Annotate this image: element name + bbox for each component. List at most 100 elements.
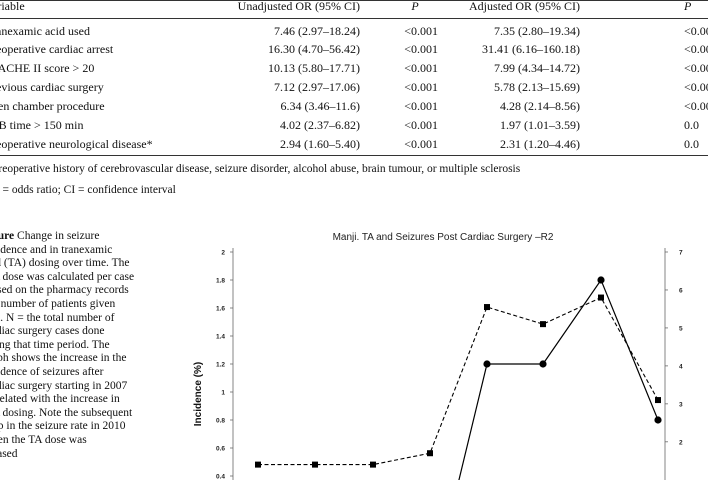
seizure-ta-chart: Manji. TA and Seizures Post Cardiac Surg…	[193, 232, 683, 480]
cell-adjusted-or: 7.99 (4.34–14.72)	[494, 61, 580, 75]
series-dashed-point	[540, 321, 546, 328]
cell-p-adjusted: <0.00	[684, 24, 708, 38]
y2-tick-label: 7	[679, 250, 683, 257]
y2-tick-label: 5	[679, 325, 683, 332]
caption-line: d number of patients given	[0, 297, 116, 310]
series-dashed-point	[255, 461, 261, 468]
cell-unadjusted-or: 2.94 (1.60–5.40)	[280, 137, 360, 151]
y-tick-label: 0.6	[216, 446, 225, 453]
series-dashed-point	[427, 450, 433, 457]
y-tick-label: 0.8	[216, 418, 225, 425]
cell-variable: reoperative cardiac arrest	[0, 42, 114, 56]
table-row: pen chamber procedure 6.34 (3.46–11.6) <0.…	[0, 97, 708, 115]
cell-p-adjusted: 0.0	[684, 118, 699, 132]
table-row: PB time > 150 min 4.02 (2.37–6.82) <0.001 1…	[0, 116, 708, 134]
y2-tick-label: 2	[679, 439, 683, 446]
y2-tick-label: 4	[679, 363, 683, 370]
cell-variable: reoperative neurological disease*	[0, 137, 153, 151]
cell-p-unadjusted: <0.001	[404, 42, 438, 56]
series-solid-point	[483, 360, 491, 368]
table-header-row: ariable Unadjusted OR (95% CI) P Adjuste…	[0, 0, 708, 15]
cell-p-adjusted: <0.00	[684, 61, 708, 75]
caption-line: A. N = the total number of	[0, 311, 115, 324]
table-header-rule	[0, 18, 708, 19]
y-tick-label: 2	[221, 250, 225, 257]
caption-line: A dose was calculated per case	[0, 270, 135, 283]
header-p-unadjusted: P	[411, 0, 419, 13]
table-footnote-2: R = odds ratio; CI = confidence interval	[0, 184, 176, 196]
table-top-rule	[0, 0, 708, 1]
cell-unadjusted-or: 7.12 (2.97–17.06)	[274, 80, 360, 94]
cell-p-unadjusted: <0.001	[404, 137, 438, 151]
caption-line: cidence and in tranexamic	[0, 243, 113, 256]
table-footnote-1: Preoperative history of cerebrovascular …	[0, 163, 521, 175]
header-adjusted-or: Adjusted OR (95% CI)	[469, 0, 580, 13]
cell-unadjusted-or: 4.02 (2.37–6.82)	[280, 118, 360, 132]
y2-tick-label: 6	[679, 287, 683, 294]
caption-line: id (TA) dosing over time. The	[0, 257, 130, 270]
caption-line: A dosing. Note the subsequent	[0, 406, 133, 419]
caption-line: gure Change in seizure	[0, 230, 100, 242]
cell-adjusted-or: 5.78 (2.13–15.69)	[494, 80, 580, 94]
table-row: reoperative cardiac arrest 16.30 (4.70–56…	[0, 40, 708, 58]
header-unadjusted-or: Unadjusted OR (95% CI)	[237, 0, 360, 13]
y2-tick-label: 3	[679, 401, 683, 408]
header-variable: ariable	[0, 0, 25, 13]
cell-unadjusted-or: 6.34 (3.46–11.6)	[280, 99, 360, 113]
series-dashed-point	[370, 461, 376, 468]
cell-unadjusted-or: 10.13 (5.80–17.71)	[268, 61, 360, 75]
caption-line: cidence of seizures after	[0, 365, 104, 378]
cell-p-adjusted: 0.0	[684, 137, 699, 151]
caption-line: hen the TA dose was	[0, 433, 87, 446]
cell-adjusted-or: 1.97 (1.01–3.59)	[500, 118, 580, 132]
cell-unadjusted-or: 16.30 (4.70–56.42)	[268, 42, 360, 56]
caption-line: rdiac surgery starting in 2007	[0, 379, 128, 392]
cell-p-adjusted: <0.00	[684, 80, 708, 94]
y-tick-label: 0.4	[216, 474, 225, 480]
cell-adjusted-or: 4.28 (2.14–8.56)	[500, 99, 580, 113]
series-solid-point	[597, 276, 605, 284]
header-p-adjusted: P	[684, 0, 692, 13]
cell-adjusted-or: 7.35 (2.80–19.34)	[494, 24, 580, 38]
caption-line: aph shows the increase in the	[0, 352, 127, 365]
cell-adjusted-or: 2.31 (1.20–4.46)	[500, 137, 580, 151]
series-dashed-point	[484, 304, 490, 311]
series-solid-point	[539, 360, 547, 368]
caption-line: ring that time period. The	[0, 338, 110, 351]
series-dashed-point	[312, 461, 318, 468]
cell-p-unadjusted: <0.001	[404, 80, 438, 94]
cell-p-adjusted: <0.00	[684, 42, 708, 56]
table-row: PACHE II score > 20 10.13 (5.80–17.71) <0.…	[0, 59, 708, 77]
table-row: reoperative neurological disease* 2.94 (1…	[0, 135, 708, 153]
cell-p-unadjusted: <0.001	[404, 118, 438, 132]
cell-p-unadjusted: <0.001	[404, 99, 438, 113]
y-tick-label: 1	[221, 390, 225, 397]
y-axis-label: Incidence (%)	[193, 362, 204, 426]
cell-p-unadjusted: <0.001	[404, 24, 438, 38]
cell-unadjusted-or: 7.46 (2.97–18.24)	[274, 24, 360, 38]
cell-variable: PB time > 150 min	[0, 118, 84, 132]
y-tick-label: 1.2	[216, 362, 225, 369]
caption-line: rdiac surgery cases done	[0, 325, 105, 338]
series-dashed-point	[655, 397, 661, 404]
table-row: revious cardiac surgery 7.12 (2.97–17.06)…	[0, 78, 708, 96]
series-dashed-point	[598, 294, 604, 301]
series-solid-point	[654, 416, 662, 424]
series-dashed-line	[258, 296, 659, 466]
table-row: ranexamic acid used 7.46 (2.97–18.24) <0.0…	[0, 22, 708, 40]
y-tick-label: 1.4	[216, 334, 225, 341]
cell-variable: ranexamic acid used	[0, 24, 90, 38]
cell-variable: pen chamber procedure	[0, 99, 105, 113]
caption-line: rrelated with the increase in	[0, 393, 120, 406]
y-tick-label: 1.8	[216, 278, 225, 285]
caption-line: ased on the pharmacy records	[0, 284, 129, 297]
y-tick-label: 1.6	[216, 306, 225, 313]
cell-variable: PACHE II score > 20	[0, 61, 95, 75]
cell-p-unadjusted: <0.001	[404, 61, 438, 75]
cell-adjusted-or: 31.41 (6.16–160.18)	[482, 42, 580, 56]
chart-title: Manji. TA and Seizures Post Cardiac Surg…	[333, 232, 554, 243]
cell-variable: revious cardiac surgery	[0, 80, 104, 94]
